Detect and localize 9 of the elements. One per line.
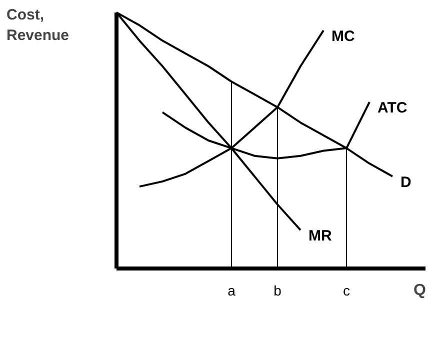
x-tick-label: a [228, 282, 236, 298]
series-label: MR [308, 228, 332, 245]
y-axis-title: Cost, Revenue [6, 6, 70, 44]
series-label: MC [332, 28, 355, 45]
series-label: D [400, 174, 412, 191]
x-axis-title: Q [414, 282, 426, 299]
series-label: ATC [378, 100, 408, 117]
x-tick-label: b [274, 282, 282, 298]
x-tick-label: c [343, 282, 350, 298]
